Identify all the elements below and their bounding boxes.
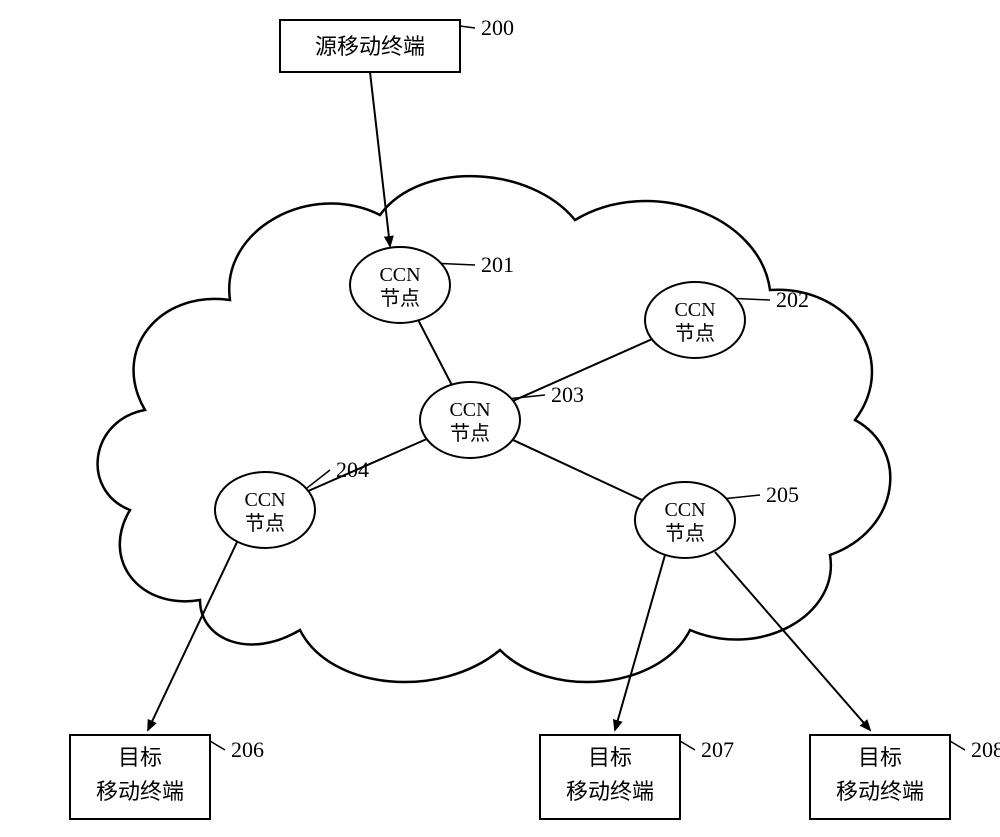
terminal-source: 源移动终端 [280, 20, 460, 72]
leader-lines: 200 206 207 208 201 202 203 204 205 [210, 15, 1000, 762]
leader-num-source: 200 [481, 15, 514, 40]
ccn-node-n204: CCN节点 [215, 472, 315, 548]
terminal-target3: 目标移动终端 [810, 735, 950, 819]
edge [513, 440, 643, 500]
leader-n203 [511, 395, 545, 399]
terminal-label-2: 移动终端 [566, 779, 654, 804]
ccn-node-line1: CCN [449, 399, 490, 421]
leader-num-n203: 203 [551, 382, 584, 407]
terminal-target2: 目标移动终端 [540, 735, 680, 819]
arrow [715, 552, 870, 730]
terminal-label-1: 目标 [588, 745, 632, 770]
arrow [148, 540, 238, 730]
arrow [370, 72, 390, 246]
leader-num-n201: 201 [481, 252, 514, 277]
edge [418, 320, 451, 384]
leader-num-target2: 207 [701, 737, 734, 762]
ccn-node-n205: CCN节点 [635, 482, 735, 558]
leader-num-n205: 205 [766, 482, 799, 507]
leader-num-n202: 202 [776, 287, 809, 312]
ccn-node-n202: CCN节点 [645, 282, 745, 358]
leader-n202 [736, 299, 770, 300]
leader-n201 [441, 264, 475, 265]
terminal-label-1: 目标 [118, 745, 162, 770]
leader-source [460, 26, 475, 28]
ccn-node-line2: 节点 [380, 287, 420, 310]
ccn-node-line2: 节点 [450, 422, 490, 445]
ccn-node-line1: CCN [244, 489, 285, 511]
ccn-node-line2: 节点 [245, 512, 285, 535]
leader-n205 [726, 495, 760, 499]
terminal-label-2: 移动终端 [96, 779, 184, 804]
leader-target1 [210, 741, 225, 750]
ccn-nodes: CCN节点CCN节点CCN节点CCN节点CCN节点 [215, 247, 745, 558]
leader-target2 [680, 741, 695, 750]
ccn-node-line2: 节点 [665, 522, 705, 545]
leader-num-target1: 206 [231, 737, 264, 762]
terminal-label: 源移动终端 [315, 34, 425, 59]
terminal-label-1: 目标 [858, 745, 902, 770]
leader-target3 [950, 741, 965, 750]
ccn-node-line1: CCN [664, 499, 705, 521]
arrow [615, 555, 665, 730]
leader-num-target3: 208 [971, 737, 1000, 762]
ccn-node-line2: 节点 [675, 322, 715, 345]
diagram-canvas: CCN节点CCN节点CCN节点CCN节点CCN节点 源移动终端目标移动终端目标移… [0, 0, 1000, 837]
terminal-target1: 目标移动终端 [70, 735, 210, 819]
ccn-node-n201: CCN节点 [350, 247, 450, 323]
leader-num-n204: 204 [336, 457, 369, 482]
ccn-node-line1: CCN [379, 264, 420, 286]
ccn-node-line1: CCN [674, 299, 715, 321]
ccn-node-n203: CCN节点 [420, 382, 520, 458]
terminal-label-2: 移动终端 [836, 779, 924, 804]
